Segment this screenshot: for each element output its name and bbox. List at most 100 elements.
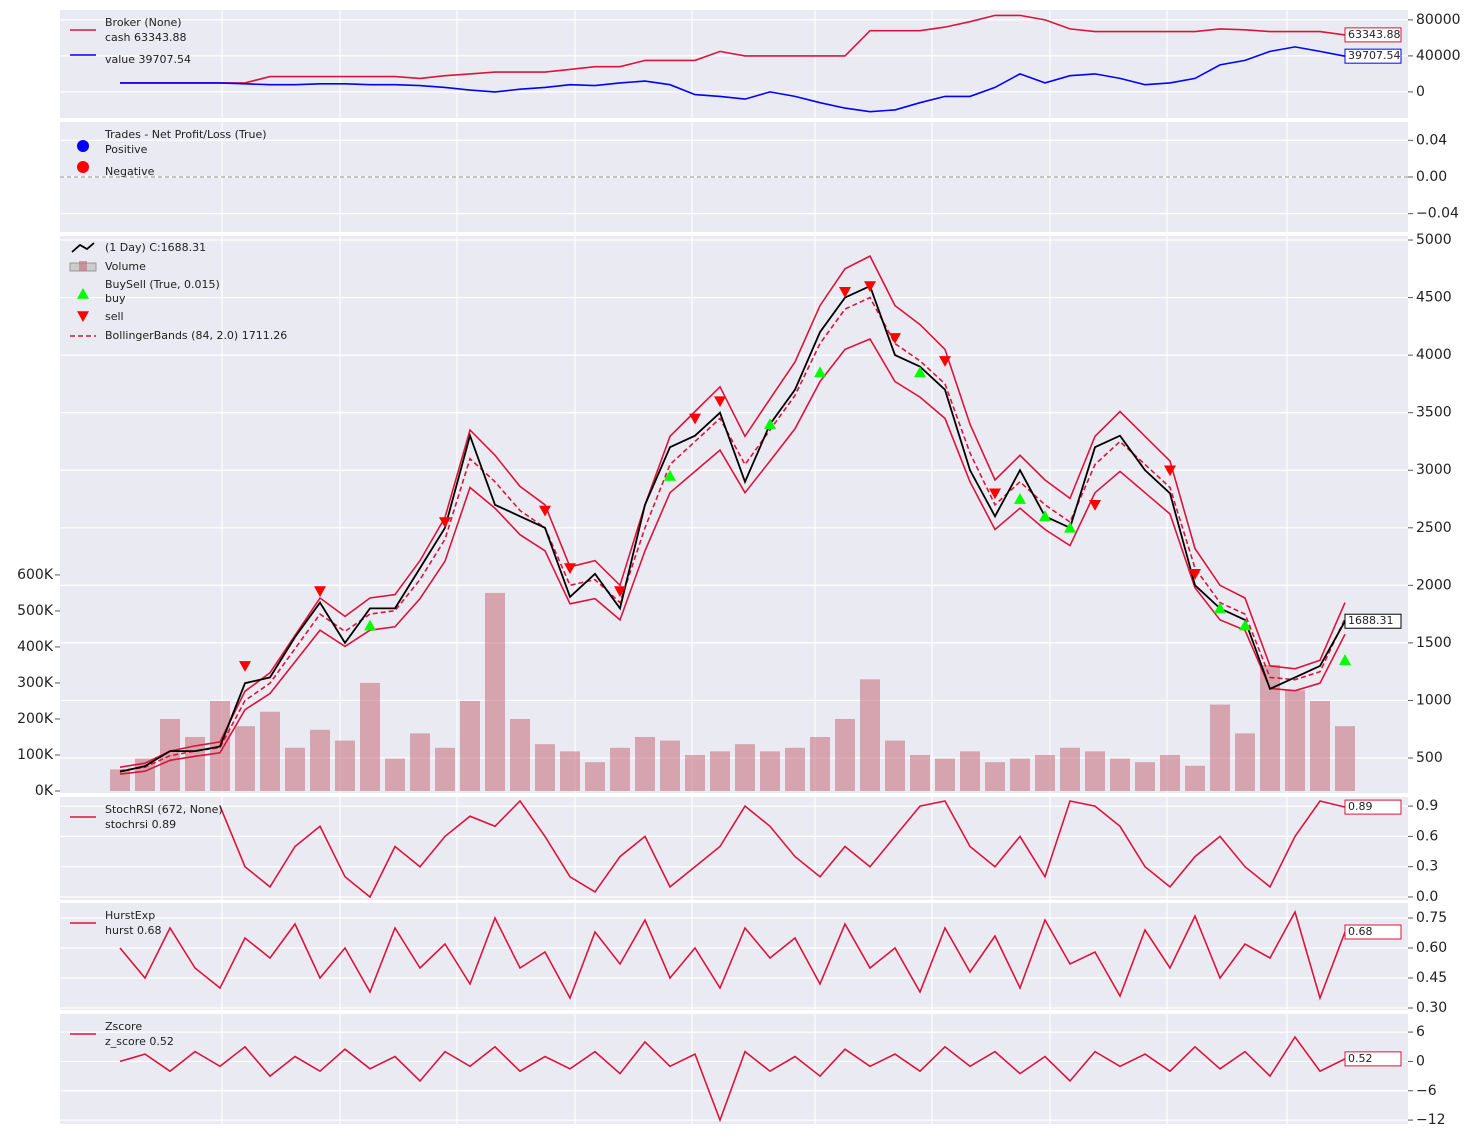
volume-bar <box>710 751 730 791</box>
volume-bar <box>1260 664 1280 791</box>
volume-bar <box>935 758 955 791</box>
volume-bar <box>510 718 530 791</box>
volume-tick-label: 300K <box>17 675 54 691</box>
sell-marker <box>689 413 701 425</box>
volume-bar <box>960 751 980 791</box>
y-tick-label: 1500 <box>1416 635 1452 651</box>
value-tag-box <box>1344 613 1402 629</box>
volume-tick-label: 600K <box>17 567 54 583</box>
series-line <box>119 909 1346 1001</box>
volume-bar <box>435 747 455 791</box>
y-tick-label: 0.6 <box>1416 828 1438 844</box>
volume-tick-label: 500K <box>17 603 54 619</box>
y-tick-label: 500 <box>1416 750 1443 766</box>
y-tick-label: 0.75 <box>1416 910 1447 926</box>
legend-title: Zscore <box>105 1020 142 1033</box>
value-tag-box <box>1344 924 1402 940</box>
volume-bar <box>1110 758 1130 791</box>
sell-marker <box>1189 569 1201 580</box>
value-tag: 0.89 <box>1348 800 1373 813</box>
volume-bar <box>1235 733 1255 791</box>
volume-bar <box>285 747 305 791</box>
volume-bar <box>1310 700 1330 791</box>
y-tick-label: −6 <box>1416 1083 1437 1099</box>
legend-label: Negative <box>105 165 155 178</box>
legend-label: (1 Day) C:1688.31 <box>105 241 206 254</box>
bollinger-bot <box>119 337 1346 775</box>
y-tick-label: 0.9 <box>1416 798 1438 814</box>
value-tag: 0.52 <box>1348 1052 1373 1065</box>
legend-marker <box>77 311 89 322</box>
sell-marker <box>939 356 951 367</box>
legend-label: value 39707.54 <box>105 53 191 66</box>
legend-marker <box>77 288 89 299</box>
legend-title: HurstExp <box>105 909 155 922</box>
sell-marker <box>539 505 551 517</box>
sell-marker <box>864 281 876 293</box>
legend-label: Positive <box>105 143 148 156</box>
sell-marker <box>314 586 326 598</box>
buy-marker <box>1239 619 1251 631</box>
legend-dot <box>77 140 89 152</box>
legend-title: BuySell (True, 0.015) <box>105 278 220 291</box>
legend-volume-glyph <box>79 261 87 271</box>
sell-marker <box>614 586 626 598</box>
y-tick-label: 3000 <box>1416 462 1452 478</box>
volume-bar <box>1010 758 1030 791</box>
buy-marker <box>1039 510 1051 522</box>
buy-marker <box>1339 654 1351 665</box>
legend-label: sell <box>105 310 124 323</box>
volume-bar <box>810 736 830 791</box>
volume-bar <box>610 747 630 791</box>
volume-bar <box>985 762 1005 791</box>
y-tick-label: 0 <box>1416 1053 1425 1069</box>
buy-marker <box>1214 602 1226 614</box>
y-tick-label: 0.00 <box>1416 169 1447 185</box>
sell-marker <box>989 488 1001 500</box>
sell-marker <box>1164 465 1176 477</box>
volume-bar <box>560 751 580 791</box>
plot-area <box>60 236 1408 793</box>
value-tag: 63343.88 <box>1348 28 1401 41</box>
y-tick-label: 0.0 <box>1416 889 1438 905</box>
volume-bar <box>460 700 480 791</box>
sell-marker <box>714 396 726 408</box>
value-tag: 39707.54 <box>1348 49 1401 62</box>
bollinger-top <box>119 255 1346 768</box>
volume-bar <box>1085 751 1105 791</box>
series-line <box>219 799 1346 899</box>
volume-bar <box>760 751 780 791</box>
volume-bar <box>335 740 355 791</box>
y-tick-label: 0.60 <box>1416 940 1447 956</box>
legend-label: hurst 0.68 <box>105 924 162 937</box>
y-tick-label: 4500 <box>1416 290 1452 306</box>
buy-marker <box>1014 493 1026 504</box>
value-tag-box <box>1344 27 1402 43</box>
volume-bar <box>110 769 130 791</box>
legend-label: stochrsi 0.89 <box>105 818 176 831</box>
series-line <box>120 14 1346 84</box>
y-tick-label: 0.3 <box>1416 859 1438 875</box>
volume-bar <box>385 758 405 791</box>
volume-tick-label: 400K <box>17 639 54 655</box>
buy-marker <box>814 366 826 378</box>
legend-title: Broker (None) <box>105 16 182 29</box>
volume-tick-label: 100K <box>17 747 54 763</box>
legend-title: Trades - Net Profit/Loss (True) <box>104 128 267 141</box>
volume-bar <box>235 726 255 791</box>
legend-label: cash 63343.88 <box>105 31 186 44</box>
buy-marker <box>1064 521 1076 533</box>
volume-bar <box>1335 726 1355 791</box>
sell-marker <box>564 563 576 575</box>
bollinger-mid <box>119 296 1346 772</box>
legend-label: Volume <box>105 260 146 273</box>
legend-title: StochRSI (672, None) <box>105 803 223 816</box>
legend-label: buy <box>105 292 126 305</box>
sell-marker <box>239 661 251 672</box>
y-tick-label: 0.45 <box>1416 970 1447 986</box>
buy-marker <box>764 418 776 429</box>
sell-marker <box>889 333 901 344</box>
value-tag-box <box>1344 1051 1402 1067</box>
y-tick-label: 5000 <box>1416 232 1452 248</box>
